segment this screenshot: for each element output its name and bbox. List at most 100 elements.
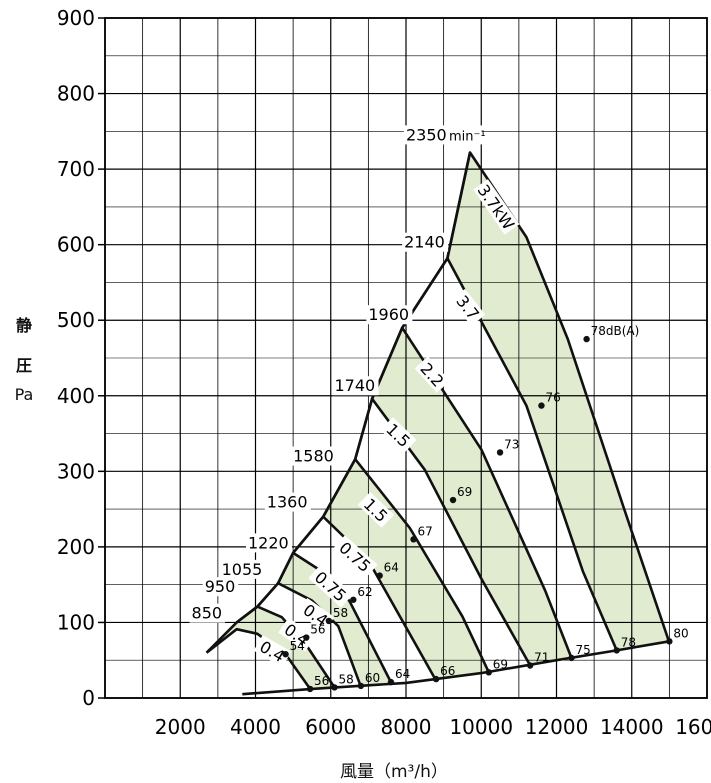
y-tick-label: 400 bbox=[57, 384, 95, 408]
noise-point bbox=[376, 572, 383, 579]
noise-point bbox=[526, 662, 534, 669]
power-label-bg bbox=[380, 417, 417, 454]
noise-point bbox=[449, 496, 457, 504]
noise-label: 67 bbox=[418, 524, 433, 538]
noise-point bbox=[357, 682, 365, 690]
power-label-bg bbox=[450, 288, 486, 326]
noise-label: 71 bbox=[534, 651, 549, 665]
shaded-band bbox=[293, 459, 489, 681]
noise-label: 58 bbox=[333, 606, 348, 620]
speed-label: 1360 bbox=[267, 493, 308, 512]
noise-point bbox=[538, 402, 545, 409]
x-tick-label: 10000 bbox=[449, 715, 513, 739]
noise-point bbox=[666, 638, 673, 645]
noise-point bbox=[432, 675, 440, 683]
x-tick-label: 14000 bbox=[600, 715, 664, 739]
noise-label: 64 bbox=[395, 667, 410, 681]
y-tick-label: 500 bbox=[57, 308, 95, 332]
shaded-band bbox=[257, 552, 391, 687]
noise-point bbox=[306, 685, 314, 693]
power-label-bg bbox=[332, 535, 378, 579]
noise-label: 69 bbox=[457, 485, 472, 499]
noise-label: 78 bbox=[621, 635, 636, 649]
x-tick-label: 8000 bbox=[381, 715, 432, 739]
noise-label: 58 bbox=[339, 672, 354, 686]
speed-curve bbox=[205, 627, 312, 690]
noise-label: 66 bbox=[440, 664, 455, 678]
noise-point bbox=[303, 634, 310, 641]
speed-label: 1960 bbox=[368, 305, 409, 324]
y-tick-label: 900 bbox=[57, 6, 95, 30]
speed-label-bg bbox=[264, 492, 311, 512]
power-label-bg bbox=[414, 356, 451, 393]
x-tick-label: 16000 bbox=[675, 715, 711, 739]
y-tick-label: 600 bbox=[57, 233, 95, 257]
y-tick-label: 700 bbox=[57, 157, 95, 181]
speed-label-bg bbox=[219, 559, 266, 579]
shaded-band bbox=[206, 606, 335, 689]
power-label-group: 0.4 bbox=[297, 598, 335, 632]
noise-label: 80 bbox=[673, 626, 688, 640]
y-tick-label: 800 bbox=[57, 82, 95, 106]
speed-label: 1740 bbox=[335, 376, 376, 395]
noise-label: 69 bbox=[493, 657, 508, 671]
speed-label: 1220 bbox=[248, 533, 289, 552]
power-label-bg bbox=[297, 598, 335, 632]
noise-point bbox=[331, 684, 338, 691]
y-tick-label: 300 bbox=[57, 459, 95, 483]
noise-point bbox=[387, 678, 395, 686]
speed-label: 2350 bbox=[406, 125, 447, 144]
x-tick-label: 6000 bbox=[305, 715, 356, 739]
noise-label: 64 bbox=[384, 561, 399, 575]
noise-label: 76 bbox=[545, 391, 560, 405]
speed-label-bg bbox=[291, 446, 338, 466]
shaded-band bbox=[402, 152, 670, 651]
noise-point bbox=[350, 596, 357, 603]
x-axis-label: 風量（m³/h） bbox=[340, 762, 448, 782]
noise-point bbox=[282, 650, 289, 658]
noise-point bbox=[485, 669, 492, 676]
speed-unit-label: min⁻¹ bbox=[449, 129, 486, 144]
noise-label: 56 bbox=[314, 674, 329, 688]
noise-label: 73 bbox=[504, 437, 519, 451]
speed-label: 2140 bbox=[404, 233, 445, 252]
speed-label-bg bbox=[404, 125, 482, 145]
speed-label: 1580 bbox=[293, 447, 334, 466]
y-tick-label: 200 bbox=[57, 535, 95, 559]
y-tick-label: 0 bbox=[82, 686, 95, 710]
noise-label: 60 bbox=[365, 671, 380, 685]
y-axis-label-3: Pa bbox=[14, 385, 34, 404]
x-tick-label: 2000 bbox=[155, 715, 206, 739]
y-axis-label-1: 静 bbox=[15, 316, 32, 335]
power-label-bg bbox=[473, 179, 520, 235]
noise-label: 62 bbox=[357, 585, 372, 599]
noise-point bbox=[325, 617, 333, 625]
speed-label: 950 bbox=[205, 577, 236, 596]
noise-label: 56 bbox=[310, 623, 325, 637]
y-tick-label: 100 bbox=[57, 610, 95, 634]
plot-frame bbox=[104, 17, 708, 699]
system-curve bbox=[205, 152, 472, 654]
power-label-bg bbox=[278, 617, 316, 652]
noise-label: 75 bbox=[576, 643, 591, 657]
noise-point bbox=[613, 647, 620, 654]
noise-point bbox=[410, 536, 417, 543]
speed-label-bg bbox=[332, 376, 379, 396]
power-label-group: 3.7 bbox=[450, 288, 486, 326]
power-label-bg bbox=[357, 491, 395, 528]
noise-point bbox=[496, 449, 504, 456]
x-tick-label: 4000 bbox=[230, 715, 281, 739]
power-label-bg bbox=[253, 635, 292, 668]
shaded-band bbox=[355, 327, 572, 666]
speed-label: 1055 bbox=[222, 560, 263, 579]
x-tick-label: 12000 bbox=[525, 715, 589, 739]
power-label-bg bbox=[308, 564, 354, 608]
speed-label-bg bbox=[366, 305, 413, 325]
noise-label: 54 bbox=[290, 639, 305, 653]
speed-label-bg bbox=[189, 603, 226, 623]
speed-label-bg bbox=[245, 533, 292, 553]
speed-label-bg bbox=[402, 232, 449, 252]
speed-label: 850 bbox=[192, 604, 223, 623]
y-axis-label-2: 圧 bbox=[15, 356, 32, 375]
